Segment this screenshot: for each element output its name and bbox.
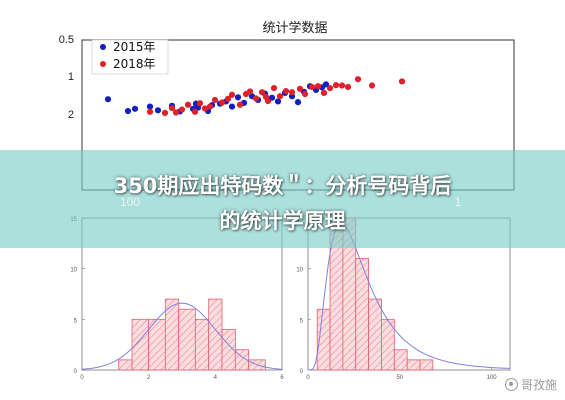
hist-bar xyxy=(419,359,434,371)
point-2018 xyxy=(178,106,186,113)
point-2015 xyxy=(154,107,162,114)
point-2015 xyxy=(146,103,154,110)
point-2018 xyxy=(146,108,154,115)
point-2015 xyxy=(274,98,282,105)
legend-marker-2015 xyxy=(100,44,106,50)
point-2015 xyxy=(131,105,139,112)
banner-title-line-1: 350期应出特码数＂：分析号码背后 xyxy=(113,174,452,198)
y-tick-label: 10 xyxy=(70,268,77,274)
point-2018 xyxy=(282,87,290,95)
point-2018 xyxy=(224,95,232,102)
hist-bar xyxy=(406,359,421,371)
y-tick-label: 0.5 xyxy=(59,34,74,46)
point-2018 xyxy=(270,85,278,92)
point-2018 xyxy=(161,109,169,116)
point-2018 xyxy=(201,105,209,112)
point-2018 xyxy=(206,103,214,110)
x-tick-label: 50 xyxy=(396,375,403,381)
point-2018 xyxy=(236,101,244,108)
hist-bar xyxy=(131,318,150,371)
x-tick-label: 0 xyxy=(306,375,310,381)
hist-left-bars xyxy=(118,298,266,371)
scatter-y-axis: 0.5 1 2 xyxy=(59,34,74,121)
watermark: 哥孜施 xyxy=(504,376,557,393)
y-tick-label: 0 xyxy=(300,369,304,375)
hist-bar xyxy=(118,359,133,371)
point-2018 xyxy=(228,91,236,98)
hist-bar xyxy=(355,258,369,371)
y-tick-label: 1 xyxy=(68,71,74,83)
banner-title-line-2: 的统计学原理 xyxy=(219,209,346,233)
y-tick-label: 5 xyxy=(300,318,304,324)
point-2018 xyxy=(184,101,192,108)
y-tick-label: 0 xyxy=(74,369,78,375)
point-2018 xyxy=(338,82,346,89)
point-2015 xyxy=(228,103,236,110)
watermark-text: 哥孜施 xyxy=(520,378,557,392)
point-2018 xyxy=(308,83,316,91)
hist-bar xyxy=(368,298,382,371)
x-tick-label: 100 xyxy=(487,375,498,381)
point-2015 xyxy=(104,96,112,103)
point-2015 xyxy=(322,81,330,88)
point-2018 xyxy=(332,82,340,89)
x-tick-label: 4 xyxy=(214,375,218,381)
scatter-legend: 2015年 2018年 xyxy=(91,39,169,75)
point-2018 xyxy=(301,90,309,98)
hist-bar xyxy=(178,308,196,371)
point-2018 xyxy=(276,93,284,100)
point-2018 xyxy=(296,85,304,92)
hist-left-density-curve xyxy=(81,302,283,370)
hist-bar xyxy=(393,349,408,371)
legend-marker-2018 xyxy=(100,61,106,67)
point-2018 xyxy=(196,100,204,107)
legend-label-2018: 2018年 xyxy=(113,57,156,71)
scatter-points xyxy=(104,76,406,116)
weibo-icon xyxy=(504,378,518,391)
point-2018 xyxy=(314,83,322,90)
legend-label-2015: 2015年 xyxy=(113,40,156,54)
point-2018 xyxy=(246,88,254,95)
point-2018 xyxy=(398,78,406,85)
point-2018 xyxy=(172,109,180,116)
hist-bar xyxy=(194,318,210,371)
point-2018 xyxy=(288,89,296,96)
x-tick-label: 6 xyxy=(280,375,284,381)
point-2018 xyxy=(168,104,176,112)
y-tick-label: 10 xyxy=(296,268,303,274)
point-2018 xyxy=(368,82,376,89)
point-2018 xyxy=(252,95,260,102)
point-2018 xyxy=(262,93,270,101)
scatter-title: 统计学数据 xyxy=(262,20,327,36)
x-tick-label: 2 xyxy=(147,375,151,381)
y-tick-label: 5 xyxy=(74,318,78,324)
point-2015 xyxy=(234,94,242,101)
hist-bar xyxy=(329,227,344,371)
title-banner: 350期应出特码数＂：分析号码背后 的统计学原理 xyxy=(0,150,565,248)
point-2018 xyxy=(344,83,352,91)
point-2018 xyxy=(191,108,199,115)
point-2015 xyxy=(294,99,302,106)
y-tick-label: 2 xyxy=(68,109,74,121)
point-2018 xyxy=(258,89,266,96)
point-2018 xyxy=(218,99,226,106)
point-2018 xyxy=(326,85,334,92)
x-tick-label: 0 xyxy=(80,375,84,381)
point-2018 xyxy=(354,76,362,83)
scatter-panel: 统计学数据 0.5 1 2 2015年 2018年 xyxy=(59,20,515,191)
point-2018 xyxy=(320,89,328,97)
point-2018 xyxy=(211,96,219,104)
point-2015 xyxy=(124,107,132,115)
